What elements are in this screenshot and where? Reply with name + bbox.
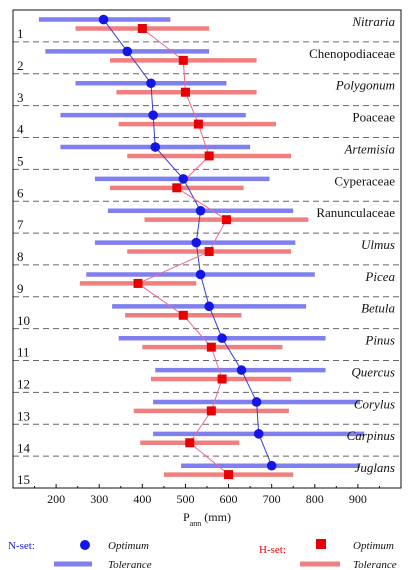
row-number: 11 — [17, 345, 30, 360]
hset-optimum-point — [206, 406, 216, 416]
taxon-label: Poaceae — [352, 110, 395, 125]
legend-nset-optimum-marker — [80, 540, 90, 550]
nset-optimum-point — [236, 365, 247, 375]
taxon-label: Betula — [361, 301, 395, 316]
x-tick-label: 700 — [263, 492, 281, 506]
hset-optimum-point — [204, 247, 214, 257]
taxon-label: Cyperaceae — [334, 173, 395, 188]
nset-optimum-point — [148, 110, 158, 120]
taxon-label: Quercus — [351, 364, 395, 379]
legend: N-set: Optimum Tolerance H-set: Optimum … — [8, 539, 397, 570]
hset-optimum-point — [204, 151, 214, 161]
hset-optimum-point — [221, 215, 231, 225]
nset-optimum-point — [266, 460, 277, 471]
hset-optimum-point — [172, 183, 182, 193]
row-number: 3 — [17, 90, 24, 105]
hset-optimum-point — [206, 342, 216, 352]
hset-optimum-point — [178, 55, 188, 65]
nset-optimum-point — [122, 46, 133, 57]
optimum-markers — [98, 14, 277, 480]
row-number: 5 — [17, 154, 24, 169]
taxon-label: Corylus — [354, 396, 395, 411]
taxon-label: Chenopodiaceae — [309, 46, 395, 61]
row-number: 14 — [17, 440, 31, 455]
x-tick-label: 900 — [349, 492, 367, 506]
row-number: 12 — [17, 377, 30, 392]
row-number: 8 — [17, 249, 24, 264]
row-number: 4 — [17, 122, 24, 137]
hset-optimum-point — [133, 278, 143, 288]
taxon-label: Polygonum — [335, 78, 395, 93]
legend-nset-tolerance-text: Tolerance — [108, 559, 152, 570]
x-axis-label: Pann (mm) — [183, 510, 231, 528]
hset-optimum-point — [217, 374, 227, 384]
legend-hset-optimum-text: Optimum — [353, 540, 394, 552]
row-number: 13 — [17, 408, 30, 423]
nset-optimum-point — [217, 333, 227, 344]
legend-hset-tolerance-text: Tolerance — [353, 559, 397, 570]
legend-hset-label: H-set: — [259, 544, 286, 556]
nset-optimum-point — [204, 301, 214, 312]
row-number: 15 — [17, 472, 30, 487]
tolerance-bars — [38, 17, 365, 477]
row-number: 10 — [17, 313, 30, 328]
taxon-label: Ulmus — [361, 237, 395, 252]
legend-hset-optimum-marker — [316, 539, 326, 549]
taxon-label: Artemisia — [343, 141, 395, 156]
nset-optimum-point — [253, 429, 264, 439]
row-separators — [13, 41, 401, 457]
legend-nset-optimum-text: Optimum — [108, 540, 149, 552]
x-tick-label: 400 — [133, 492, 151, 506]
hset-optimum-point — [193, 119, 203, 129]
nset-optimum-point — [146, 78, 156, 89]
taxon-label: Nitraria — [351, 14, 395, 29]
nset-optimum-point — [195, 205, 206, 216]
hset-optimum-point — [185, 438, 195, 448]
nset-optimum-point — [251, 397, 262, 407]
row-number: 6 — [17, 185, 24, 200]
taxon-label: Picea — [364, 269, 395, 284]
row-number: 1 — [17, 26, 24, 41]
taxon-label: Juglans — [355, 460, 395, 475]
x-tick-label: 500 — [176, 492, 194, 506]
nset-optimum-point — [178, 174, 189, 184]
x-tick-label: 800 — [306, 492, 324, 506]
x-tick-label: 300 — [90, 492, 108, 506]
hset-optimum-point — [180, 87, 190, 97]
taxon-label: Pinus — [364, 333, 395, 348]
nset-optimum-point — [191, 237, 202, 248]
hset-optimum-point — [224, 470, 234, 480]
hset-optimum-point — [178, 310, 188, 320]
nset-optimum-point — [195, 269, 206, 280]
legend-nset-label: N-set: — [8, 540, 35, 552]
row-number: 2 — [17, 58, 24, 73]
nset-optimum-point — [150, 142, 161, 152]
hset-optimum-point — [137, 23, 147, 33]
taxon-label: Ranunculaceae — [316, 205, 395, 220]
row-labels: 1 Nitraria 2 Chenopodiaceae 3 Polygonum 4 Poace… — [17, 14, 395, 487]
nset-optimum-point — [98, 14, 109, 25]
x-axis-ticks: 200 300 400 500 600 700 800 900 — [34, 484, 380, 506]
x-tick-label: 200 — [47, 492, 65, 506]
row-number: 9 — [17, 281, 24, 296]
taxon-label: Carpinus — [347, 428, 395, 443]
row-number: 7 — [17, 217, 24, 232]
x-tick-label: 600 — [220, 492, 238, 506]
